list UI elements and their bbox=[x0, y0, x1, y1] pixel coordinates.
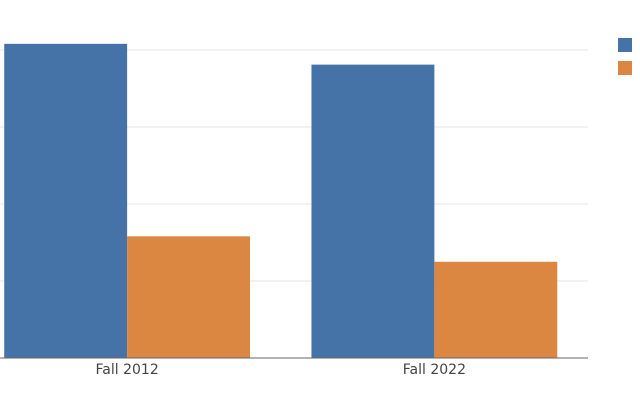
bar bbox=[311, 64, 435, 358]
x-tick-label: Fall 2012 bbox=[96, 362, 159, 378]
legend-swatch bbox=[618, 38, 632, 52]
bar bbox=[127, 236, 251, 358]
legend-swatch bbox=[618, 61, 632, 75]
x-tick-label: Fall 2022 bbox=[403, 362, 466, 378]
bar bbox=[4, 43, 128, 359]
bar bbox=[434, 261, 558, 358]
